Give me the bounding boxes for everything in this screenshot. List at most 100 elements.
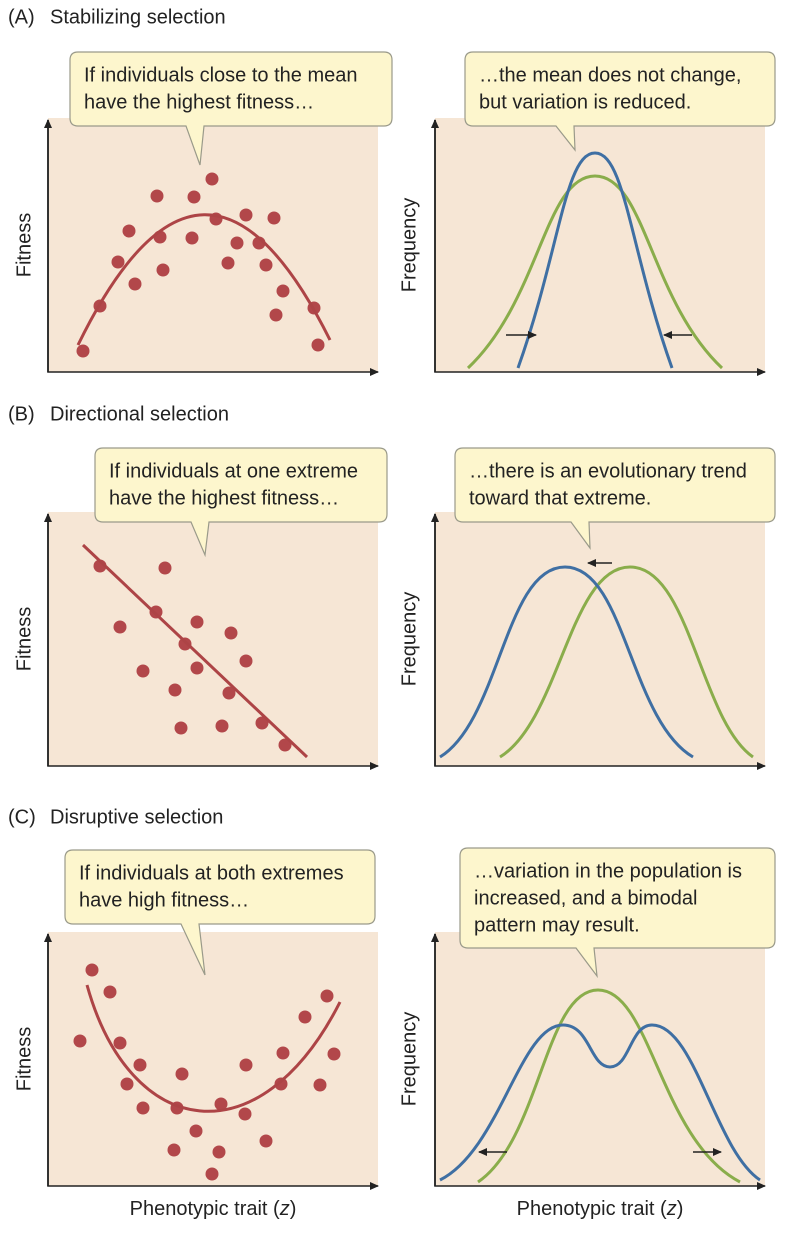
y-axis-label: Fitness	[13, 213, 35, 277]
panel-letter: (B)	[8, 403, 35, 425]
data-dot	[156, 263, 170, 277]
fitness-curve	[81, 543, 309, 759]
plot-area	[435, 932, 765, 1186]
callout-bubble	[94, 447, 388, 558]
x-axis-label: Phenotypic trait (z)	[517, 1198, 684, 1220]
data-dot	[215, 719, 229, 733]
data-dot	[276, 1046, 290, 1060]
after-distribution	[439, 565, 694, 759]
x-axis-label-part: )	[677, 1198, 684, 1220]
callout-text: have the highest fitness…	[109, 487, 339, 509]
data-dot	[133, 1058, 147, 1072]
y-axis-label: Fitness	[13, 607, 35, 671]
data-dot	[274, 1077, 288, 1091]
data-dot	[298, 1010, 312, 1024]
x-axis-label-part: Phenotypic trait (	[517, 1198, 667, 1220]
data-dot	[111, 255, 125, 269]
data-dot	[278, 738, 292, 752]
data-dot	[222, 686, 236, 700]
before-distribution	[499, 565, 754, 759]
data-dot	[205, 172, 219, 186]
data-dot	[158, 561, 172, 575]
callout-bubble	[459, 847, 776, 979]
callout-text: have high fitness…	[79, 889, 249, 911]
data-dot	[259, 258, 273, 272]
panel-title: Disruptive selection	[50, 806, 223, 828]
callout-bubble	[464, 51, 776, 152]
data-dot	[150, 189, 164, 203]
y-axis-label: Frequency	[398, 592, 420, 687]
fitness-curve	[85, 984, 342, 1113]
callout-text: If individuals at one extreme	[109, 460, 358, 482]
data-dot	[73, 1034, 87, 1048]
data-dot	[136, 664, 150, 678]
callout-text: pattern may result.	[474, 914, 640, 936]
data-dot	[221, 256, 235, 270]
callout-text: …there is an evolutionary trend	[469, 460, 747, 482]
x-axis-label: Phenotypic trait (z)	[130, 1198, 297, 1220]
callout-bubble	[454, 447, 776, 550]
data-dot	[168, 683, 182, 697]
data-dot	[167, 1143, 181, 1157]
data-dot	[267, 211, 281, 225]
callout-text: …the mean does not change,	[479, 64, 741, 86]
after-distribution	[439, 1023, 761, 1182]
plot-area	[48, 512, 378, 766]
callout-text: but variation is reduced.	[479, 91, 691, 113]
x-axis-label-part: z	[279, 1198, 290, 1220]
callout-text: …variation in the population is	[474, 860, 742, 882]
data-dot	[103, 985, 117, 999]
data-dot	[239, 1058, 253, 1072]
panel-title: Directional selection	[50, 403, 229, 425]
data-dot	[212, 1145, 226, 1159]
before-distribution	[477, 988, 741, 1184]
data-dot	[313, 1078, 327, 1092]
plot-area	[48, 118, 378, 372]
data-dot	[190, 661, 204, 675]
data-dot	[178, 637, 192, 651]
data-dot	[187, 190, 201, 204]
x-axis-label-part: z	[666, 1198, 677, 1220]
data-dot	[255, 716, 269, 730]
plot-area	[435, 512, 765, 766]
callout-text: have the highest fitness…	[84, 91, 314, 113]
y-axis-label: Fitness	[13, 1027, 35, 1091]
data-dot	[113, 1036, 127, 1050]
plot-area	[435, 118, 765, 372]
data-dot	[122, 224, 136, 238]
panel-title: Stabilizing selection	[50, 6, 226, 28]
callout-bubble	[69, 51, 393, 166]
data-dot	[239, 208, 253, 222]
data-dot	[113, 620, 127, 634]
data-dot	[189, 1124, 203, 1138]
data-dot	[276, 284, 290, 298]
y-axis-label: Frequency	[398, 1012, 420, 1107]
plot-area	[48, 932, 378, 1186]
data-dot	[85, 963, 99, 977]
data-dot	[205, 1167, 219, 1181]
data-dot	[128, 277, 142, 291]
x-axis-label-part: Phenotypic trait (	[130, 1198, 280, 1220]
callout-text: toward that extreme.	[469, 487, 651, 509]
data-dot	[239, 654, 253, 668]
panel-letter: (C)	[8, 806, 36, 828]
callout-bubble	[64, 849, 376, 976]
data-dot	[230, 236, 244, 250]
data-dot	[311, 338, 325, 352]
data-dot	[120, 1077, 134, 1091]
data-dot	[259, 1134, 273, 1148]
data-dot	[175, 1067, 189, 1081]
data-dot	[214, 1097, 228, 1111]
callout-text: increased, and a bimodal	[474, 887, 697, 909]
callout-text: If individuals close to the mean	[84, 64, 358, 86]
data-dot	[190, 615, 204, 629]
panel-letter: (A)	[8, 6, 35, 28]
data-dot	[136, 1101, 150, 1115]
after-distribution	[516, 151, 674, 369]
data-dot	[238, 1107, 252, 1121]
y-axis-label: Frequency	[398, 198, 420, 293]
fitness-curve	[76, 213, 332, 346]
data-dot	[224, 626, 238, 640]
data-dot	[269, 308, 283, 322]
